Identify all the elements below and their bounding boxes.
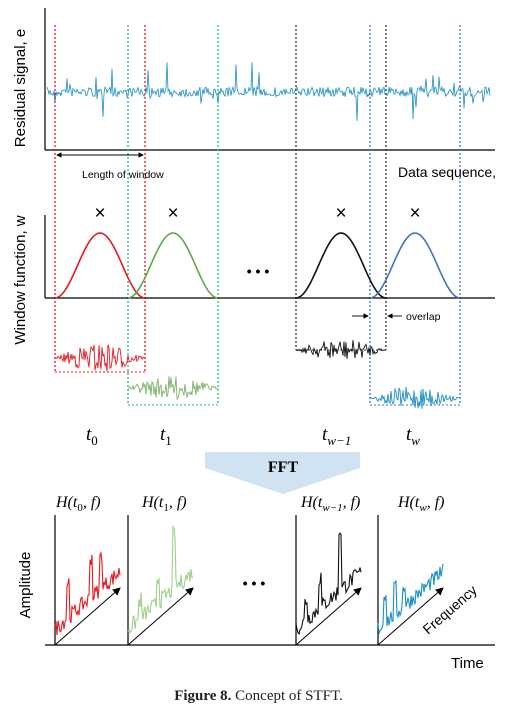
frequency-axes	[54, 587, 444, 646]
top-x-label: Data sequence,	[398, 164, 496, 180]
spectrum-title-tw: H(tw, f)	[397, 494, 444, 514]
window-ellipsis: • • •	[247, 263, 270, 279]
overlap-label: overlap	[406, 311, 441, 323]
time-label-t1: t1	[160, 424, 172, 448]
amplitude-label: Amplitude	[17, 552, 34, 619]
multiply-symbol-1: ×	[167, 203, 178, 224]
windowed-segment-tw	[369, 386, 461, 409]
multiply-symbol-3: ×	[409, 203, 420, 224]
time-label-t0: t0	[86, 424, 98, 448]
fft-arrow	[205, 452, 360, 494]
multiply-symbol-2: ×	[335, 203, 346, 224]
residual-signal-trace	[46, 62, 491, 122]
frequency-label: Frequency	[419, 582, 479, 637]
spectrum-title-t0: H(t0, f)	[55, 494, 101, 514]
windowed-segment-t0	[54, 344, 146, 372]
window-function-tw	[369, 232, 461, 299]
length-of-window-label: Length of window	[82, 169, 164, 181]
time-axis-label: Time	[451, 655, 484, 672]
spectra-ellipsis: • • •	[243, 575, 266, 591]
top-y-label: Residual signal, e	[12, 29, 29, 147]
spectrum-tw-1	[295, 532, 362, 636]
windowed-segment-t1	[127, 376, 219, 401]
time-label-tw-1: tw−1	[322, 424, 351, 448]
window-boundaries	[54, 25, 461, 405]
spectrum-t1	[127, 524, 194, 634]
multiply-symbol-0: ×	[94, 203, 105, 224]
window-function-t0	[54, 232, 146, 299]
window-function-tw-1	[295, 232, 387, 299]
spectrum-title-tw-1: H(tw−1, f)	[300, 494, 360, 514]
time-label-tw: tw	[406, 424, 420, 448]
figure-caption: Figure 8. Concept of STFT.	[0, 688, 517, 705]
stft-diagram: Residual signal, e Length of window Data…	[12, 8, 496, 672]
window-y-label: Window function, w	[12, 215, 29, 344]
window-function-t1	[127, 232, 219, 299]
spectrum-title-t1: H(t1, f)	[141, 494, 187, 514]
spectrum-t0	[54, 551, 121, 635]
fft-label: FFT	[268, 459, 299, 476]
caption-label: Figure 8.	[174, 688, 232, 704]
spectrum-tw	[377, 563, 444, 634]
windowed-segment-tw-1	[295, 339, 387, 359]
caption-text: Concept of STFT.	[235, 688, 343, 704]
